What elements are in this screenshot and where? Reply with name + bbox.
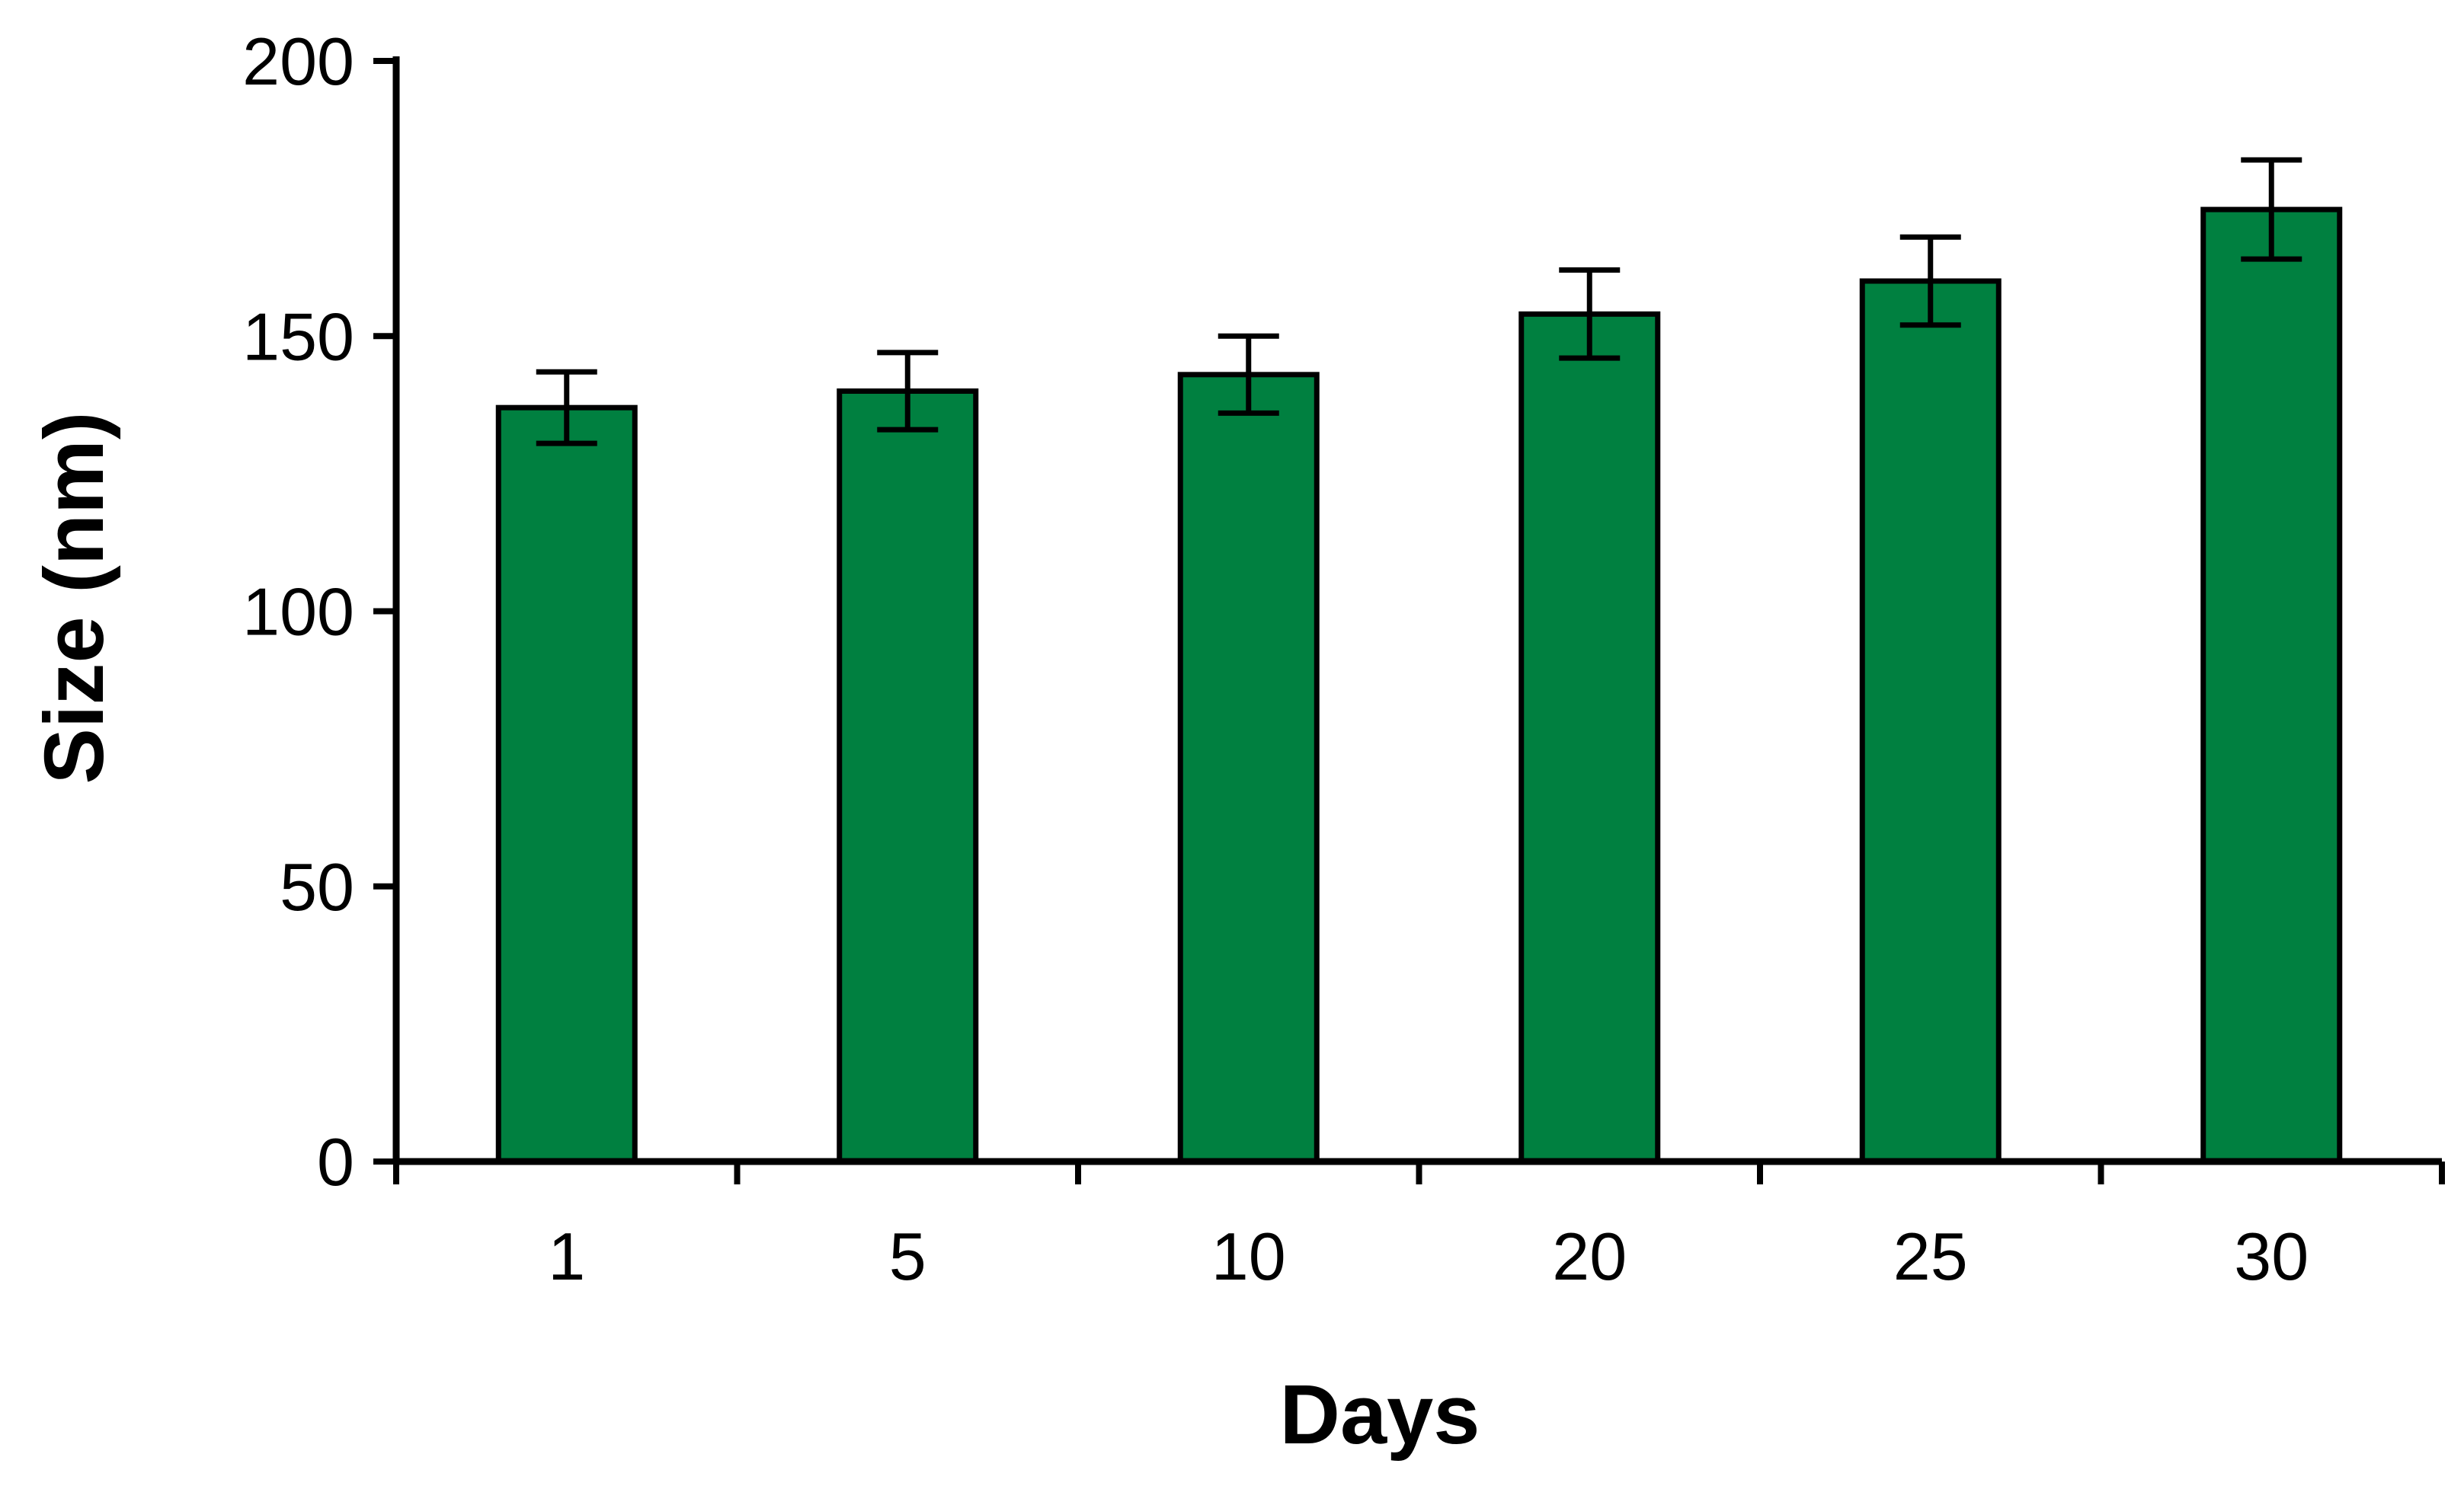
error-bars-layer (536, 157, 2302, 446)
axes-layer (392, 56, 2442, 1165)
y-axis-title: Size (nm) (27, 412, 121, 785)
x-tick-label-20: 20 (1552, 1219, 1627, 1294)
bar-day-10 (1177, 372, 1320, 1165)
x-tick-label-10: 10 (1211, 1219, 1286, 1294)
x-axis-title: Days (1280, 1368, 1480, 1462)
bar-day-20 (1518, 311, 1661, 1165)
y-tick-label-100: 100 (242, 574, 354, 650)
bar-day-1 (495, 404, 638, 1165)
y-tick-label-50: 50 (280, 849, 354, 925)
x-tick-label-1: 1 (548, 1219, 585, 1294)
y-tick-label-150: 150 (242, 299, 354, 374)
bar-day-25 (1859, 278, 2002, 1165)
ticks-layer: 0 50 100 150 200 1 5 10 20 25 30 (242, 24, 2445, 1294)
y-tick-label-0: 0 (317, 1124, 354, 1200)
x-tick-label-5: 5 (889, 1219, 926, 1294)
x-tick-label-30: 30 (2234, 1219, 2309, 1294)
x-tick-label-25: 25 (1893, 1219, 1968, 1294)
bars-layer (495, 206, 2343, 1165)
bar-day-5 (837, 388, 979, 1165)
bar-day-30 (2200, 206, 2343, 1165)
y-tick-label-200: 200 (242, 24, 354, 99)
